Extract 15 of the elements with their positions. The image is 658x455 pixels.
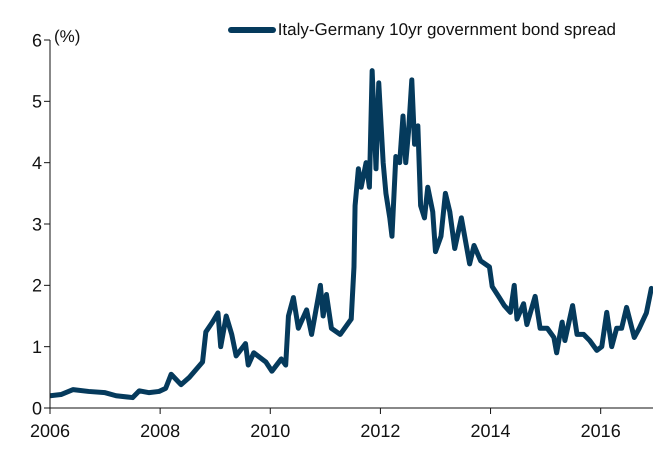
legend-label: Italy-Germany 10yr government bond spread — [278, 20, 616, 40]
x-tick-label: 2008 — [140, 420, 180, 441]
y-tick-label: 2 — [32, 276, 42, 296]
y-tick-label: 6 — [32, 30, 42, 50]
y-tick-label: 4 — [32, 153, 42, 174]
x-tick-label: 2012 — [360, 420, 400, 441]
y-tick-label: 3 — [32, 214, 42, 234]
x-tick-label: 2016 — [580, 420, 621, 441]
y-tick-label: 0 — [32, 398, 42, 418]
x-tick-label: 2014 — [470, 420, 511, 441]
y-tick-label: 1 — [32, 337, 42, 358]
x-tick-label: 2006 — [30, 420, 70, 441]
y-axis-title: (%) — [54, 27, 80, 46]
y-tick-label: 5 — [32, 92, 42, 112]
x-tick-label: 2010 — [250, 420, 290, 441]
